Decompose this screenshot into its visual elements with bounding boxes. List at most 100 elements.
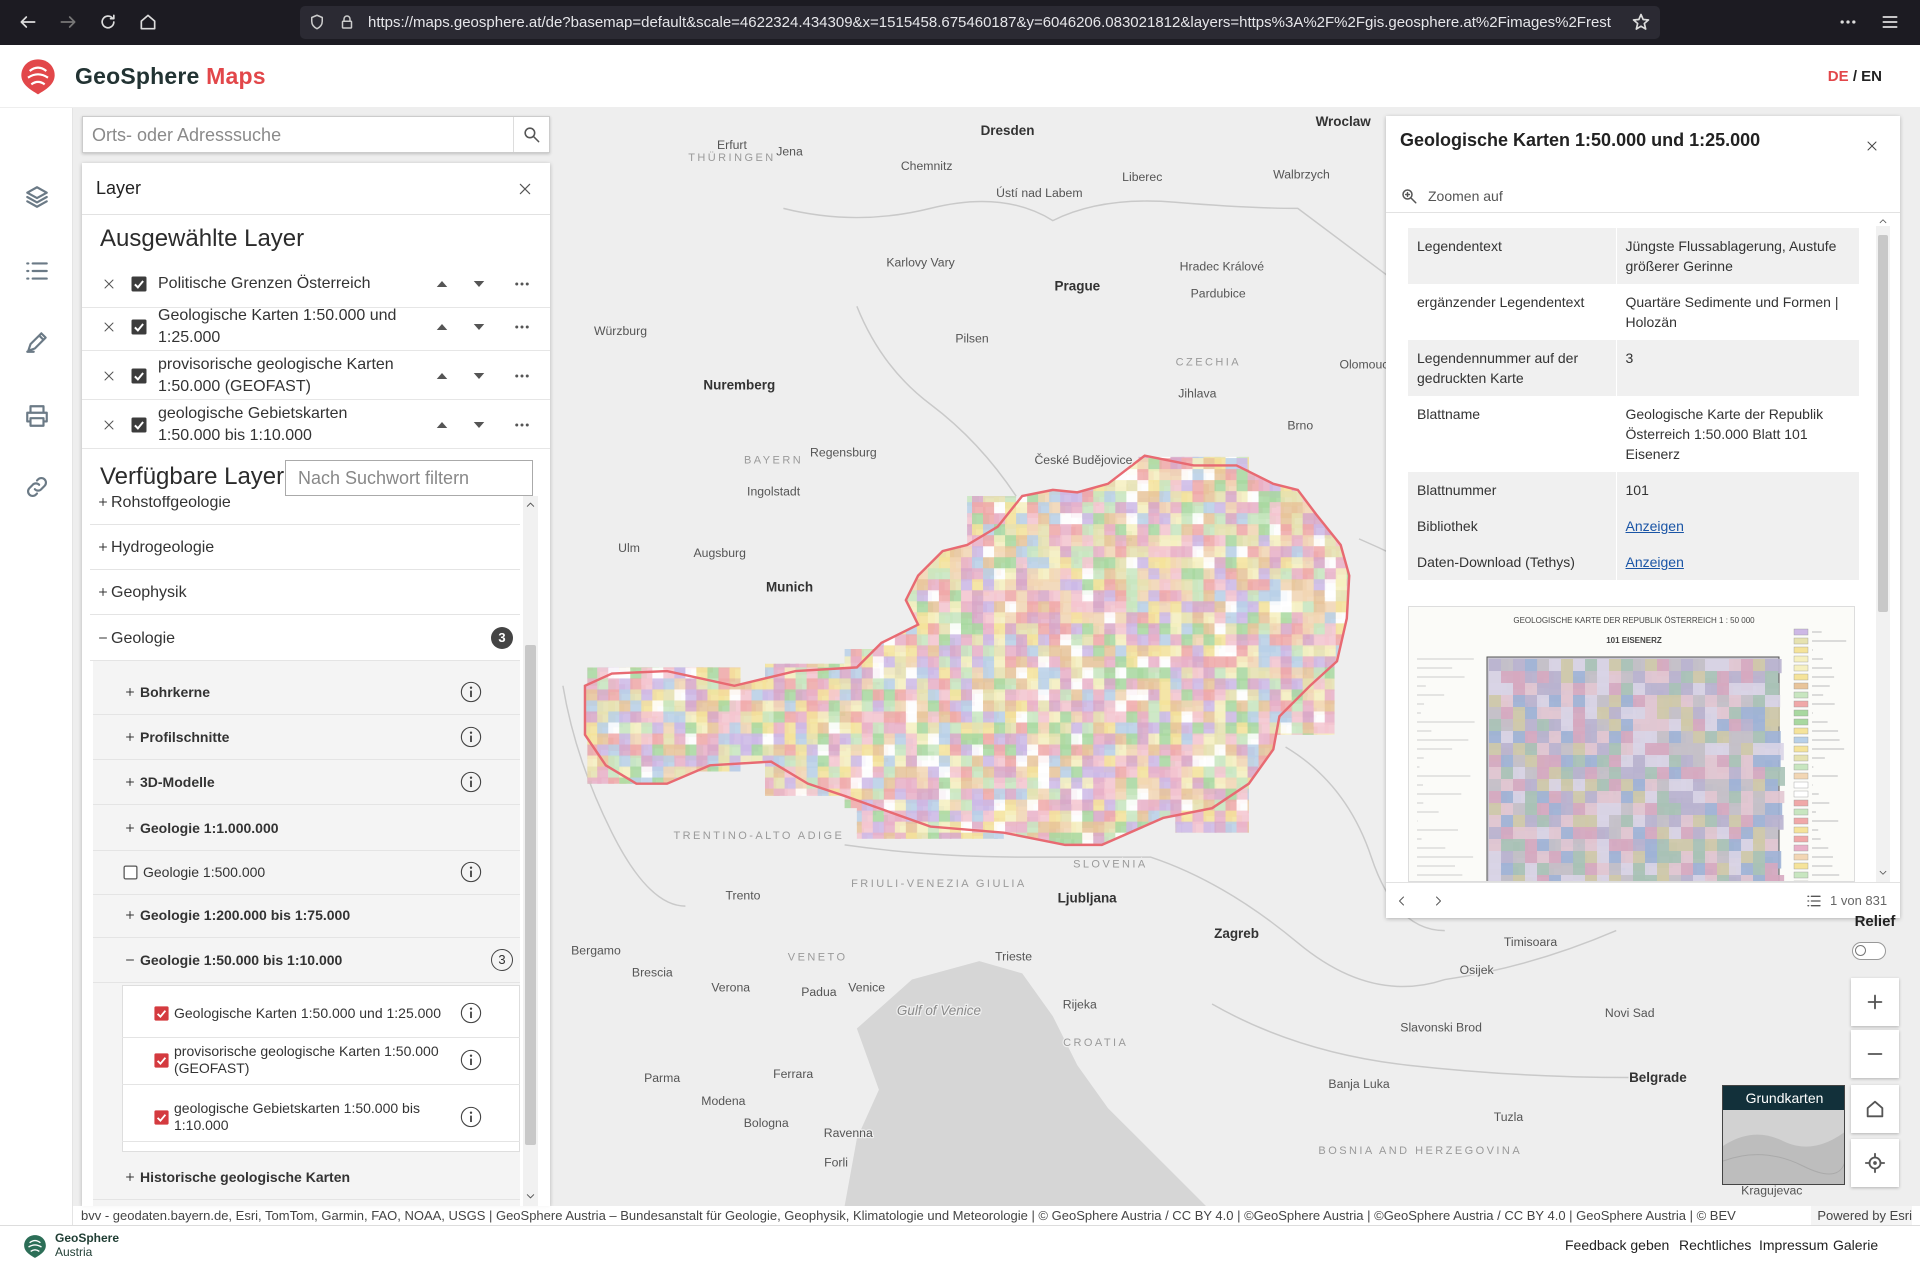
menu-button[interactable] (1880, 12, 1900, 32)
zoom-to[interactable]: Zoomen auf (1400, 187, 1880, 213)
extension-button[interactable] (1838, 12, 1858, 32)
close-button[interactable] (1866, 140, 1878, 152)
layer-options[interactable] (512, 318, 532, 336)
move-up[interactable] (433, 275, 451, 293)
tree-checkbox[interactable] (122, 864, 139, 881)
move-up[interactable] (433, 367, 451, 385)
tree-item[interactable]: Historische geologische Karten (93, 1155, 520, 1200)
tree-item[interactable]: Hydrogeologie (90, 525, 520, 570)
legend-tool[interactable] (24, 258, 50, 284)
scroll-up[interactable] (525, 499, 536, 510)
reload-button[interactable] (98, 12, 118, 32)
bookmark-button[interactable] (1631, 12, 1651, 32)
layer-checkbox[interactable] (130, 367, 148, 385)
move-up[interactable] (433, 416, 451, 434)
map-sheet-thumbnail[interactable]: GEOLOGISCHE KARTE DER REPUBLIK ÖSTERREIC… (1408, 606, 1855, 882)
tree-item[interactable]: Geologie 3 (90, 616, 520, 661)
close-button[interactable] (518, 182, 532, 196)
forward-button[interactable] (58, 12, 78, 32)
lang-en[interactable]: EN (1861, 68, 1882, 85)
tree-item[interactable]: Geophysik (90, 570, 520, 615)
tree-item[interactable]: provisorische geologische Karten 1:50.00… (122, 1035, 520, 1085)
search-box[interactable]: Orts- oder Adresssuche (82, 116, 550, 153)
info-button[interactable] (460, 1049, 482, 1071)
tree-item[interactable]: Geologie 1:1.000.000 (93, 806, 520, 851)
tree-item[interactable]: 3D-Modelle (93, 760, 520, 805)
expand-toggle[interactable] (97, 632, 109, 644)
next-button[interactable] (1432, 895, 1444, 907)
scrollbar-thumb[interactable] (1878, 235, 1888, 612)
url-bar[interactable]: https://maps.geosphere.at/de?basemap=def… (300, 6, 1660, 39)
print-tool[interactable] (24, 403, 50, 429)
expand-toggle[interactable] (124, 686, 136, 698)
filter-input[interactable]: Nach Suchwort filtern (285, 460, 533, 496)
layers-tool[interactable] (24, 184, 50, 210)
locate[interactable] (1851, 1139, 1899, 1187)
expand-toggle[interactable] (124, 954, 136, 966)
row-link[interactable]: Anzeigen (1625, 518, 1684, 534)
prev-button[interactable] (1396, 895, 1408, 907)
tree-checkbox[interactable] (153, 1005, 170, 1022)
logo[interactable] (18, 53, 58, 99)
row-link[interactable]: Anzeigen (1625, 554, 1684, 570)
move-down[interactable] (470, 367, 488, 385)
tree-item[interactable]: Rohstoffgeologie (90, 496, 520, 525)
tree-item[interactable]: Bohrkerne (93, 670, 520, 715)
layer-checkbox[interactable] (130, 275, 148, 293)
footer-link[interactable]: Feedback geben (1565, 1237, 1670, 1253)
lang-de[interactable]: DE (1827, 68, 1849, 85)
home-view[interactable] (1851, 1085, 1899, 1133)
expand-toggle[interactable] (124, 1171, 136, 1183)
remove-layer[interactable] (103, 278, 115, 290)
info-button[interactable] (460, 1002, 482, 1024)
relief-toggle[interactable] (1852, 942, 1886, 960)
expand-toggle[interactable] (124, 731, 136, 743)
layer-options[interactable] (512, 416, 532, 434)
scrollbar-thumb[interactable] (525, 645, 536, 1145)
tree-item[interactable]: Geologie 1:500.000 (93, 850, 520, 895)
footer-link[interactable]: Impressum (1759, 1237, 1829, 1253)
search-button[interactable] (513, 117, 549, 152)
list-button[interactable] (1806, 893, 1822, 909)
zoom-in[interactable] (1851, 978, 1899, 1026)
info-button[interactable] (460, 1106, 482, 1128)
info-button[interactable] (460, 726, 482, 748)
tree-item[interactable]: Profilschnitte (93, 715, 520, 760)
remove-layer[interactable] (103, 321, 115, 333)
tree-item[interactable]: Geologische Karten 1:50.000 und 1:25.000 (122, 988, 520, 1038)
home-button[interactable] (138, 12, 158, 32)
move-down[interactable] (470, 416, 488, 434)
move-down[interactable] (470, 318, 488, 336)
expand-toggle[interactable] (97, 541, 109, 553)
expand-toggle[interactable] (97, 586, 109, 598)
footer-logo[interactable] (22, 1232, 48, 1260)
move-up[interactable] (433, 318, 451, 336)
remove-layer[interactable] (103, 419, 115, 431)
expand-toggle[interactable] (124, 776, 136, 788)
back-button[interactable] (18, 12, 38, 32)
expand-toggle[interactable] (124, 909, 136, 921)
remove-layer[interactable] (103, 370, 115, 382)
tree-item[interactable]: Geologie 1:200.000 bis 1:75.000 (93, 893, 520, 938)
layer-checkbox[interactable] (130, 416, 148, 434)
info-button[interactable] (460, 771, 482, 793)
scroll-down[interactable] (1878, 868, 1888, 878)
move-down[interactable] (470, 275, 488, 293)
scroll-up[interactable] (1878, 216, 1888, 226)
expand-toggle[interactable] (124, 822, 136, 834)
info-button[interactable] (460, 861, 482, 883)
tree-checkbox[interactable] (153, 1109, 170, 1126)
info-button[interactable] (460, 681, 482, 703)
tree-checkbox[interactable] (153, 1052, 170, 1069)
share-tool[interactable] (24, 474, 50, 500)
layer-checkbox[interactable] (130, 318, 148, 336)
tree-item[interactable]: Geologie 1:50.000 bis 1:10.000 3 (93, 938, 520, 983)
scroll-down[interactable] (525, 1191, 536, 1202)
zoom-out[interactable] (1851, 1030, 1899, 1078)
layer-options[interactable] (512, 367, 532, 385)
layer-options[interactable] (512, 275, 532, 293)
draw-tool[interactable] (24, 329, 50, 355)
powered-by[interactable]: Powered by Esri (1811, 1206, 1912, 1225)
footer-link[interactable]: Rechtliches (1679, 1237, 1752, 1253)
expand-toggle[interactable] (97, 496, 109, 508)
